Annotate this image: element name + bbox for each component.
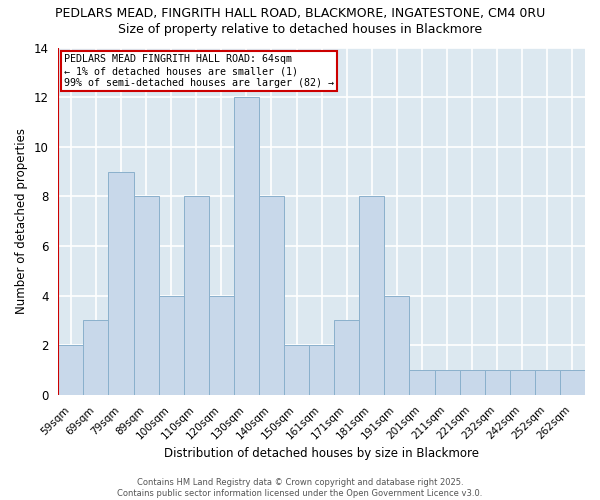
Bar (134, 196, 158, 395)
Bar (284, 345, 309, 395)
Bar (83, 320, 109, 395)
Bar (109, 172, 134, 395)
Bar (158, 296, 184, 395)
Y-axis label: Number of detached properties: Number of detached properties (15, 128, 28, 314)
X-axis label: Distribution of detached houses by size in Blackmore: Distribution of detached houses by size … (164, 447, 479, 460)
Bar (485, 370, 510, 395)
Bar (409, 370, 434, 395)
Bar (510, 370, 535, 395)
Bar (234, 97, 259, 395)
Bar (535, 370, 560, 395)
Text: PEDLARS MEAD FINGRITH HALL ROAD: 64sqm
← 1% of detached houses are smaller (1)
9: PEDLARS MEAD FINGRITH HALL ROAD: 64sqm ←… (64, 54, 334, 88)
Text: PEDLARS MEAD, FINGRITH HALL ROAD, BLACKMORE, INGATESTONE, CM4 0RU: PEDLARS MEAD, FINGRITH HALL ROAD, BLACKM… (55, 8, 545, 20)
Bar (359, 196, 385, 395)
Bar (309, 345, 334, 395)
Bar (334, 320, 359, 395)
Bar (560, 370, 585, 395)
Bar (259, 196, 284, 395)
Text: Contains HM Land Registry data © Crown copyright and database right 2025.
Contai: Contains HM Land Registry data © Crown c… (118, 478, 482, 498)
Text: Size of property relative to detached houses in Blackmore: Size of property relative to detached ho… (118, 22, 482, 36)
Bar (385, 296, 409, 395)
Bar (209, 296, 234, 395)
Bar (434, 370, 460, 395)
Bar (58, 345, 83, 395)
Bar (460, 370, 485, 395)
Bar (184, 196, 209, 395)
